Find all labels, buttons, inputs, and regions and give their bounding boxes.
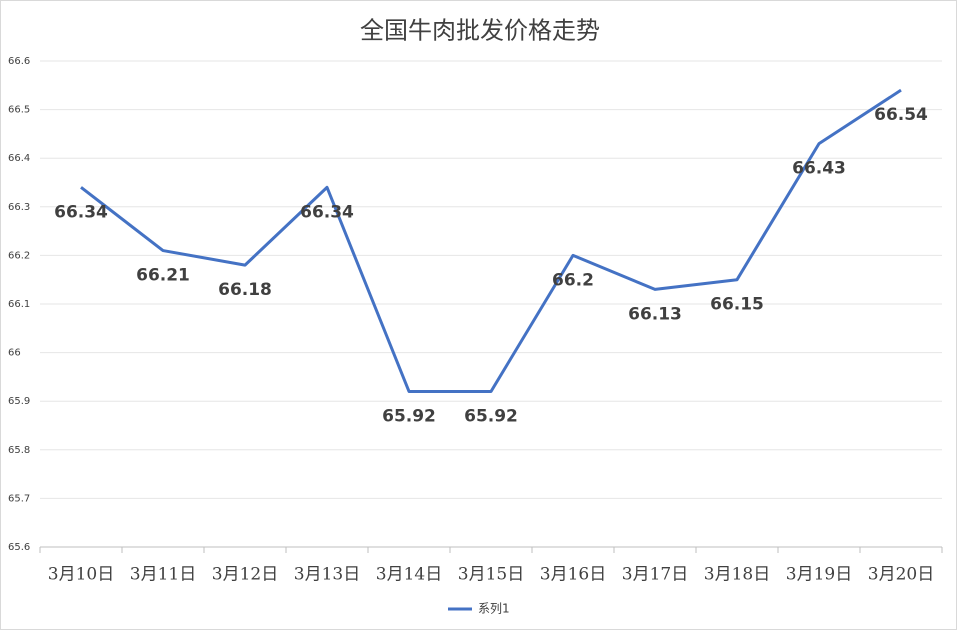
x-tick-label: 3月17日 [622, 565, 688, 585]
x-tick-label: 3月19日 [786, 565, 852, 585]
y-tick-label: 66.5 [8, 105, 30, 116]
y-tick-label: 66.2 [8, 250, 30, 261]
y-tick-label: 65.7 [8, 493, 30, 504]
data-label: 66.43 [792, 159, 846, 179]
line-series [80, 88, 902, 393]
data-label: 66.13 [628, 304, 682, 324]
data-label: 65.92 [382, 406, 436, 426]
x-tick-label: 3月13日 [294, 565, 360, 585]
data-label: 66.21 [136, 266, 190, 286]
y-tick-label: 66.3 [8, 202, 30, 213]
data-label: 66.18 [218, 280, 272, 300]
data-label: 66.2 [552, 270, 594, 290]
y-tick-label: 65.8 [8, 445, 30, 456]
x-tick-label: 3月20日 [868, 565, 934, 585]
legend-label: 系列1 [478, 602, 510, 616]
data-label: 66.34 [54, 202, 108, 222]
x-tick-label: 3月16日 [540, 565, 606, 585]
x-tick-label: 3月18日 [704, 565, 770, 585]
data-label: 66.34 [300, 202, 354, 222]
y-tick-label: 66.6 [8, 56, 30, 67]
y-tick-label: 65.6 [8, 542, 30, 553]
x-tick-label: 3月10日 [48, 565, 114, 585]
x-tick-label: 3月15日 [458, 565, 524, 585]
chart-title: 全国牛肉批发价格走势 [360, 17, 600, 45]
y-tick-label: 66.1 [8, 299, 30, 310]
y-tick-label: 66 [8, 348, 21, 359]
data-label: 66.15 [710, 295, 764, 315]
data-label: 66.54 [874, 105, 928, 125]
data-label: 65.92 [464, 406, 518, 426]
x-tick-label: 3月14日 [376, 565, 442, 585]
y-tick-label: 66.4 [8, 153, 30, 164]
y-tick-label: 65.9 [8, 396, 30, 407]
x-tick-label: 3月11日 [130, 565, 196, 585]
x-tick-label: 3月12日 [212, 565, 278, 585]
